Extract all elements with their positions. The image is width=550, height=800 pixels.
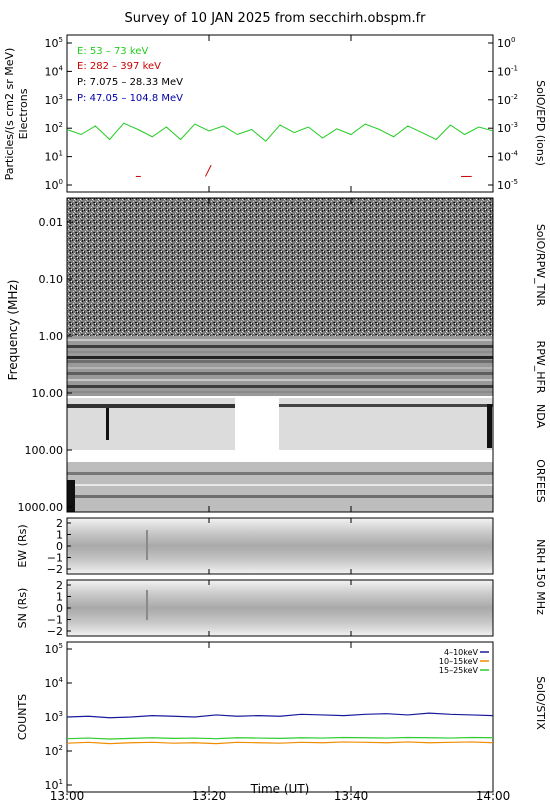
epd-ylabel: Particles/(s cm2 sr MeV): [3, 48, 16, 181]
rpw-ytick-label: 0.01: [39, 216, 64, 229]
epd-ytick-label: 104: [45, 64, 64, 78]
nda-burst-1: [106, 408, 109, 440]
stix-ytick-label: 101: [45, 778, 63, 792]
rpw-ytick-label: 10.00: [32, 387, 64, 400]
nda-dark-band: [67, 404, 235, 408]
epd-y2tick-label: 10-1: [497, 64, 518, 78]
epd-series-e-low: [66, 122, 494, 142]
epd-ytick-label: 102: [45, 121, 63, 135]
epd-legend-p-high: P: 47.05 – 104.8 MeV: [77, 93, 183, 104]
nrh-ew-panel: 210−1−2 EW (Rs): [16, 517, 494, 576]
sn-ytick-label: 1: [56, 591, 63, 604]
epd-frame: [66, 34, 494, 193]
rpw-y-ticks: 0.01 0.10 1.00 10.00 100.00 1000.00: [18, 216, 72, 514]
orfees-band-1: [67, 472, 493, 475]
rpw-ytick-label: 1.00: [39, 330, 64, 343]
ew-ytick-label: 2: [56, 517, 63, 530]
sn-ytick-label: 2: [56, 579, 63, 592]
epd-y2tick-label: 10-2: [497, 93, 518, 107]
epd-right-label: SolO/EPD (ions): [534, 80, 547, 166]
orfees-label: ORFEES: [534, 459, 547, 503]
epd-y2tick-label: 10-3: [497, 121, 518, 135]
sn-ylabel: SN (Rs): [16, 588, 29, 629]
time-tick-label: 14:00: [476, 789, 511, 800]
hfr-spectrogram: [67, 336, 493, 396]
stix-ylabel: COUNTS: [16, 694, 29, 740]
stix-legend-high: 15–25keV: [439, 666, 479, 675]
stix-legend-low: 4–10keV: [444, 648, 479, 657]
tnr-spectrogram: [67, 198, 493, 336]
orfees-band-3: [67, 495, 493, 498]
stix-legend-mid: 10–15keV: [439, 657, 479, 666]
stix-legend: 4–10keV 10–15keV 15–25keV: [439, 648, 489, 675]
epd-ytick-label: 101: [45, 150, 63, 164]
epd-ytick-label: 105: [45, 36, 63, 50]
stix-series-high: [66, 736, 494, 740]
nrh-sn-streak: [146, 590, 148, 620]
hfr-label: RPW_HFR: [534, 341, 547, 394]
ew-ytick-label: 0: [56, 540, 63, 553]
stix-ytick-label: 103: [45, 710, 63, 724]
nda-gap: [235, 398, 279, 450]
nda-label: NDA: [534, 404, 547, 429]
stix-ytick-label: 102: [45, 744, 63, 758]
sn-ytick-label: 0: [56, 602, 63, 615]
time-tick-label: 13:20: [192, 789, 227, 800]
ew-ytick-label: 1: [56, 529, 63, 542]
time-tick-label: 13:00: [50, 789, 85, 800]
sn-ytick-label: −2: [47, 625, 63, 638]
rpw-ylabel: Frequency (MHz): [6, 280, 20, 381]
stix-ytick-label: 104: [45, 676, 64, 690]
nda-dark-band-2: [279, 404, 493, 407]
rpw-ytick-label: 100.00: [25, 444, 64, 457]
radio-frame: [66, 197, 494, 513]
tnr-label: SolO/RPW_TNR: [534, 224, 547, 307]
epd-legend: E: 53 – 73 keV E: 282 – 397 keV P: 7.075…: [77, 46, 183, 104]
epd-ylabel-electrons: Electrons: [17, 88, 30, 139]
ew-y-ticks: 210−1−2: [47, 517, 71, 576]
nrh-sn-image: [67, 580, 493, 636]
nrh-sn-panel: 210−1−2 SN (Rs): [16, 579, 494, 638]
epd-ytick-label: 100: [45, 178, 63, 192]
ew-ylabel: EW (Rs): [16, 524, 29, 567]
rpw-ytick-label: 1000.00: [18, 501, 64, 514]
epd-legend-e-low: E: 53 – 73 keV: [77, 46, 148, 57]
stix-series-low: [66, 712, 494, 719]
x-axis-label: Time (UT): [250, 782, 310, 796]
stix-panel: 101 102 103 104 105 4–10keV 10–15keV 15–25ke…: [16, 641, 547, 793]
nda-burst-2: [487, 404, 492, 448]
epd-y2-ticks: 10-5 10-4 10-3 10-2 10-1 100: [488, 36, 519, 192]
epd-series: [66, 122, 494, 177]
ew-ytick-label: −1: [47, 552, 63, 565]
sn-ytick-label: −1: [47, 614, 63, 627]
figure-title: Survey of 10 JAN 2025 from secchirh.obsp…: [125, 11, 427, 26]
stix-series-mid: [66, 741, 494, 745]
stix-right-label: SolO/STIX: [534, 676, 547, 730]
epd-series-e-high-segment: [205, 164, 212, 177]
time-tick-label: 13:40: [334, 789, 369, 800]
epd-y-ticks: 100 101 102 103 104 105: [45, 36, 72, 192]
radio-spectrum-panel: 0.01 0.10 1.00 10.00 100.00 1000.00 Frequency…: [6, 197, 547, 514]
rpw-ytick-label: 0.10: [39, 273, 64, 286]
nrh-label: NRH 150 MHz: [534, 539, 547, 615]
ew-ytick-label: −2: [47, 563, 63, 576]
stix-y-ticks: 101 102 103 104 105: [45, 642, 72, 792]
epd-y2tick-label: 10-5: [497, 178, 518, 192]
epd-y2tick-label: 10-4: [497, 150, 519, 164]
orfees-spectrogram: [67, 462, 493, 512]
nrh-ew-image: [67, 518, 493, 574]
stix-ytick-label: 105: [45, 642, 63, 656]
nrh-ew-streak: [146, 530, 148, 560]
orfees-band-2: [67, 484, 493, 486]
epd-legend-e-high: E: 282 – 397 keV: [77, 61, 161, 72]
sn-y-ticks: 210−1−2: [47, 579, 71, 638]
epd-ytick-label: 103: [45, 93, 63, 107]
time-axis-ticks: 13:00 13:20 13:40 14:00: [50, 35, 511, 800]
epd-y2tick-label: 100: [497, 36, 515, 50]
epd-legend-p-low: P: 7.075 – 28.33 MeV: [77, 77, 183, 88]
stix-series: [66, 712, 494, 745]
orfees-burst: [67, 480, 75, 512]
